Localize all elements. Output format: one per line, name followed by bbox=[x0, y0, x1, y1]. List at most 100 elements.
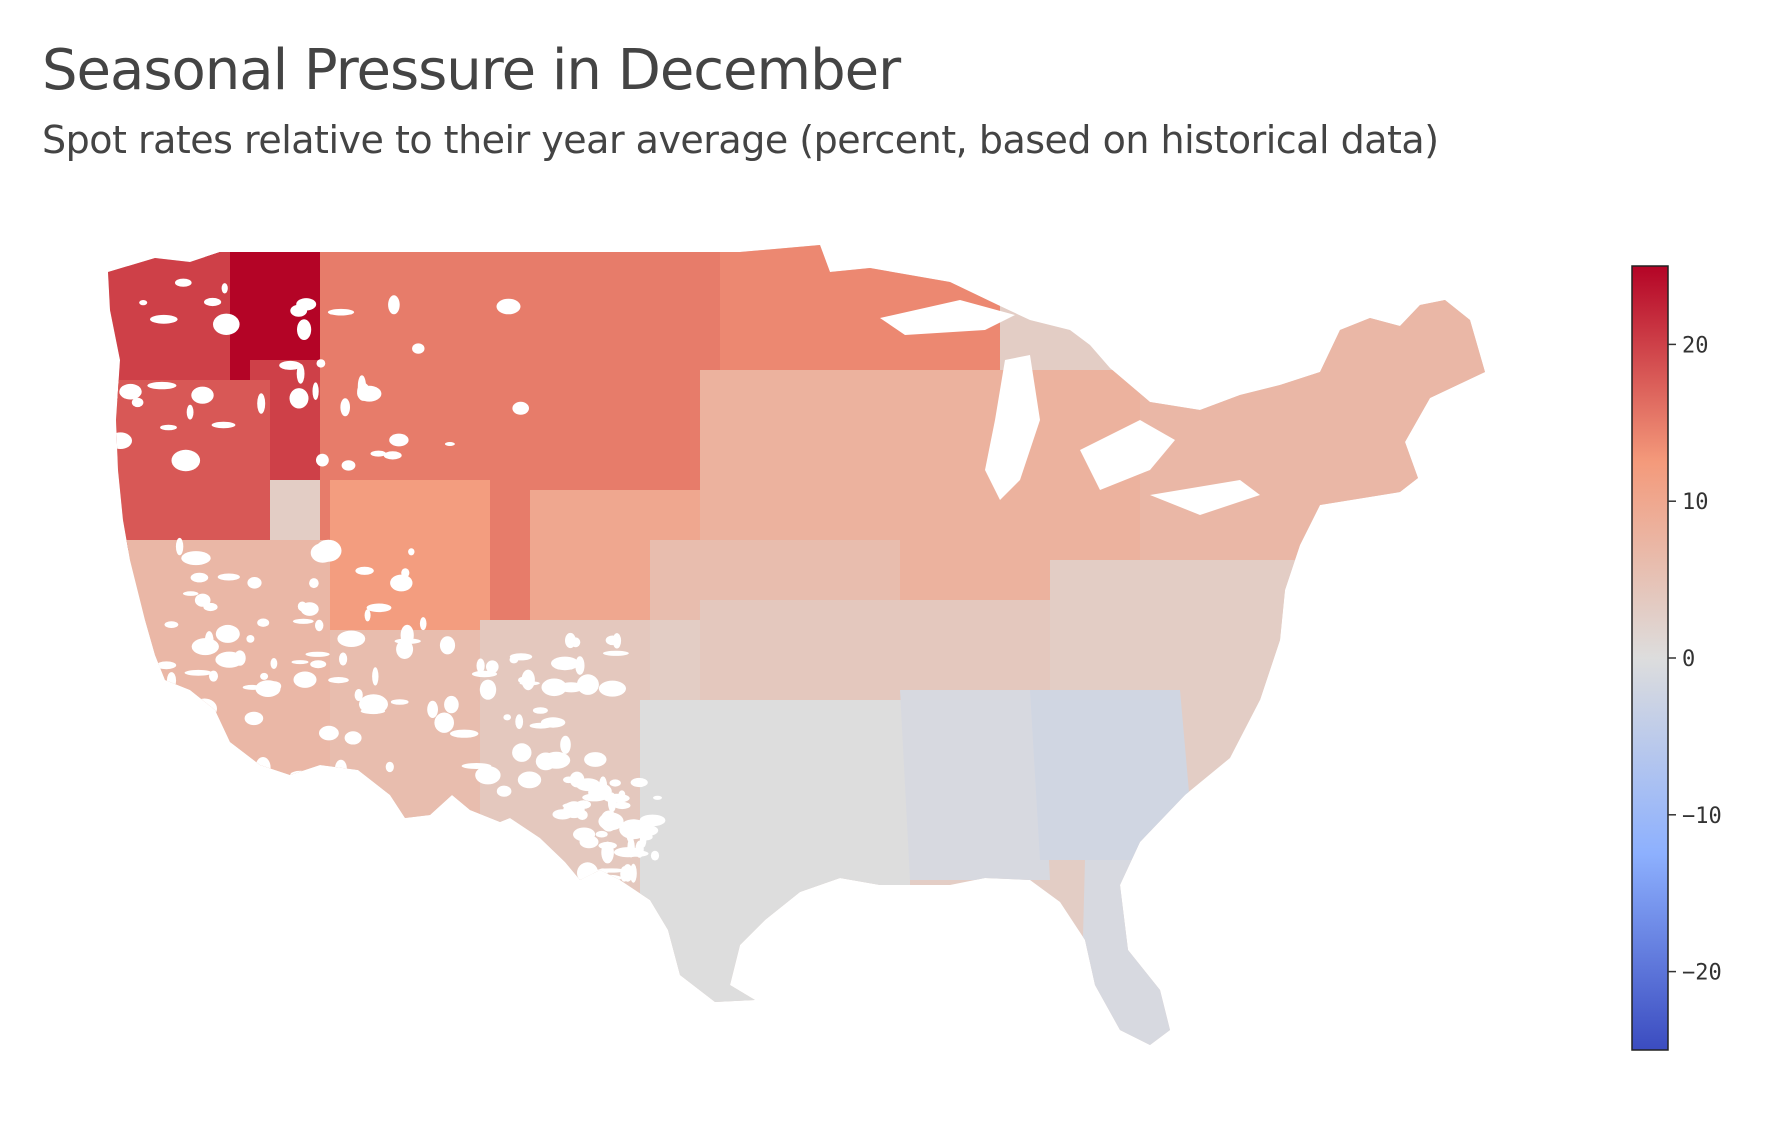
no-data-patch bbox=[562, 802, 586, 809]
no-data-patch bbox=[360, 708, 386, 714]
no-data-patch bbox=[614, 847, 642, 858]
no-data-patch bbox=[213, 313, 240, 335]
no-data-patch bbox=[354, 689, 363, 701]
no-data-patch bbox=[630, 863, 637, 883]
no-data-patch bbox=[503, 714, 512, 721]
no-data-patch bbox=[203, 602, 218, 612]
no-data-patch bbox=[327, 308, 355, 316]
no-data-patch bbox=[408, 548, 415, 556]
region-florida bbox=[1080, 860, 1180, 1045]
no-data-patch bbox=[364, 609, 371, 622]
no-data-patch bbox=[164, 621, 179, 628]
no-data-patch bbox=[573, 827, 596, 842]
no-data-patch bbox=[310, 543, 335, 563]
no-data-patch bbox=[190, 572, 209, 583]
no-data-patch bbox=[444, 442, 455, 446]
no-data-patch bbox=[388, 295, 400, 315]
no-data-patch bbox=[434, 712, 455, 733]
chart-title: Seasonal Pressure in December bbox=[42, 38, 901, 103]
no-data-patch bbox=[479, 679, 497, 700]
no-data-patch bbox=[221, 283, 228, 294]
no-data-patch bbox=[257, 618, 270, 627]
no-data-patch bbox=[612, 633, 622, 649]
no-data-patch bbox=[300, 602, 319, 616]
no-data-patch bbox=[551, 656, 579, 671]
no-data-patch bbox=[340, 398, 351, 417]
no-data-patch bbox=[471, 670, 498, 678]
colorbar-tick-label: −20 bbox=[1682, 961, 1722, 986]
no-data-patch bbox=[366, 603, 392, 613]
no-data-patch bbox=[372, 667, 379, 686]
no-data-patch bbox=[305, 651, 330, 657]
no-data-patch bbox=[337, 630, 366, 647]
no-data-patch bbox=[444, 695, 459, 714]
no-data-patch bbox=[209, 670, 218, 682]
no-data-patch bbox=[486, 660, 499, 674]
no-data-patch bbox=[517, 771, 542, 789]
lake-area bbox=[1150, 480, 1260, 515]
no-data-patch bbox=[135, 712, 163, 718]
colorbar-ticks: 20 10 0 −10 −20 bbox=[1668, 333, 1722, 986]
no-data-patch bbox=[335, 759, 347, 777]
no-data-patch bbox=[217, 573, 240, 581]
no-data-patch bbox=[339, 652, 348, 666]
no-data-patch bbox=[316, 359, 326, 368]
no-data-patch bbox=[178, 460, 187, 466]
no-data-patch bbox=[310, 660, 327, 669]
no-data-patch bbox=[217, 628, 226, 636]
no-data-patch bbox=[204, 297, 222, 307]
no-data-patch bbox=[344, 731, 362, 745]
no-data-patch bbox=[150, 314, 178, 324]
no-data-patch bbox=[560, 735, 571, 754]
no-data-patch bbox=[346, 777, 354, 782]
no-data-patch bbox=[619, 819, 648, 840]
no-data-patch bbox=[419, 617, 427, 631]
no-data-patch bbox=[476, 658, 485, 674]
no-data-patch bbox=[160, 424, 177, 431]
no-data-patch bbox=[607, 792, 617, 813]
no-data-patch bbox=[532, 707, 548, 714]
no-data-patch bbox=[603, 793, 630, 803]
no-data-patch bbox=[540, 717, 566, 728]
colorbar-tick-label: 10 bbox=[1682, 490, 1709, 515]
no-data-patch bbox=[439, 636, 456, 655]
no-data-patch bbox=[496, 298, 521, 315]
lake-area bbox=[1080, 420, 1175, 490]
no-data-patch bbox=[130, 613, 145, 636]
no-data-patch bbox=[175, 278, 192, 287]
no-data-patch bbox=[234, 650, 246, 666]
region-california bbox=[108, 540, 330, 830]
no-data-patch bbox=[575, 778, 601, 792]
no-data-patch bbox=[653, 795, 662, 800]
region-georgia-carolinas-inland bbox=[1030, 690, 1195, 860]
no-data-patch bbox=[183, 591, 199, 596]
lake-area bbox=[985, 355, 1040, 500]
no-data-patch bbox=[316, 453, 329, 467]
no-data-patch bbox=[296, 363, 305, 384]
no-data-patch bbox=[140, 703, 161, 725]
region-gulf-coast bbox=[640, 700, 910, 1010]
no-data-patch bbox=[201, 768, 223, 788]
colorbar-tick-label: −10 bbox=[1682, 804, 1722, 829]
no-data-patch bbox=[383, 451, 402, 460]
no-data-patch bbox=[147, 381, 177, 390]
no-data-patch bbox=[184, 669, 213, 676]
colorbar: 20 10 0 −10 −20 bbox=[1631, 265, 1722, 1051]
colorbar-tick-label: 0 bbox=[1682, 647, 1695, 672]
no-data-patch bbox=[650, 850, 660, 861]
no-data-patch bbox=[618, 790, 626, 799]
no-data-patch bbox=[290, 770, 312, 780]
no-data-patch bbox=[171, 449, 201, 472]
no-data-patch bbox=[257, 393, 266, 414]
no-data-patch bbox=[370, 450, 387, 457]
colorbar-gradient bbox=[1631, 265, 1669, 1051]
no-data-patch bbox=[595, 830, 608, 838]
no-data-patch bbox=[509, 656, 519, 664]
no-data-patch bbox=[609, 779, 621, 787]
no-data-patch bbox=[315, 619, 324, 632]
no-data-patch bbox=[450, 729, 479, 738]
no-data-patch bbox=[194, 593, 211, 607]
no-data-patch bbox=[639, 814, 666, 827]
no-data-patch bbox=[270, 658, 278, 669]
